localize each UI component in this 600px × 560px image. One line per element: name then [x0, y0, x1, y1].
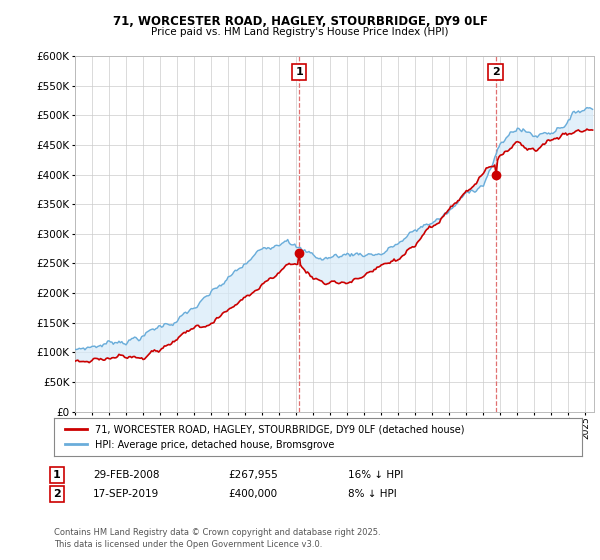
Text: 1: 1: [295, 67, 303, 77]
Text: 16% ↓ HPI: 16% ↓ HPI: [348, 470, 403, 480]
Text: 29-FEB-2008: 29-FEB-2008: [93, 470, 160, 480]
Text: 2: 2: [492, 67, 500, 77]
Legend: 71, WORCESTER ROAD, HAGLEY, STOURBRIDGE, DY9 0LF (detached house), HPI: Average : 71, WORCESTER ROAD, HAGLEY, STOURBRIDGE,…: [62, 421, 468, 454]
Text: Contains HM Land Registry data © Crown copyright and database right 2025.
This d: Contains HM Land Registry data © Crown c…: [54, 528, 380, 549]
Text: 2: 2: [53, 489, 61, 499]
Text: 8% ↓ HPI: 8% ↓ HPI: [348, 489, 397, 499]
Text: 1: 1: [53, 470, 61, 480]
Text: 17-SEP-2019: 17-SEP-2019: [93, 489, 159, 499]
Text: £267,955: £267,955: [228, 470, 278, 480]
Text: 71, WORCESTER ROAD, HAGLEY, STOURBRIDGE, DY9 0LF: 71, WORCESTER ROAD, HAGLEY, STOURBRIDGE,…: [113, 15, 487, 28]
Text: Price paid vs. HM Land Registry's House Price Index (HPI): Price paid vs. HM Land Registry's House …: [151, 27, 449, 37]
Text: £400,000: £400,000: [228, 489, 277, 499]
